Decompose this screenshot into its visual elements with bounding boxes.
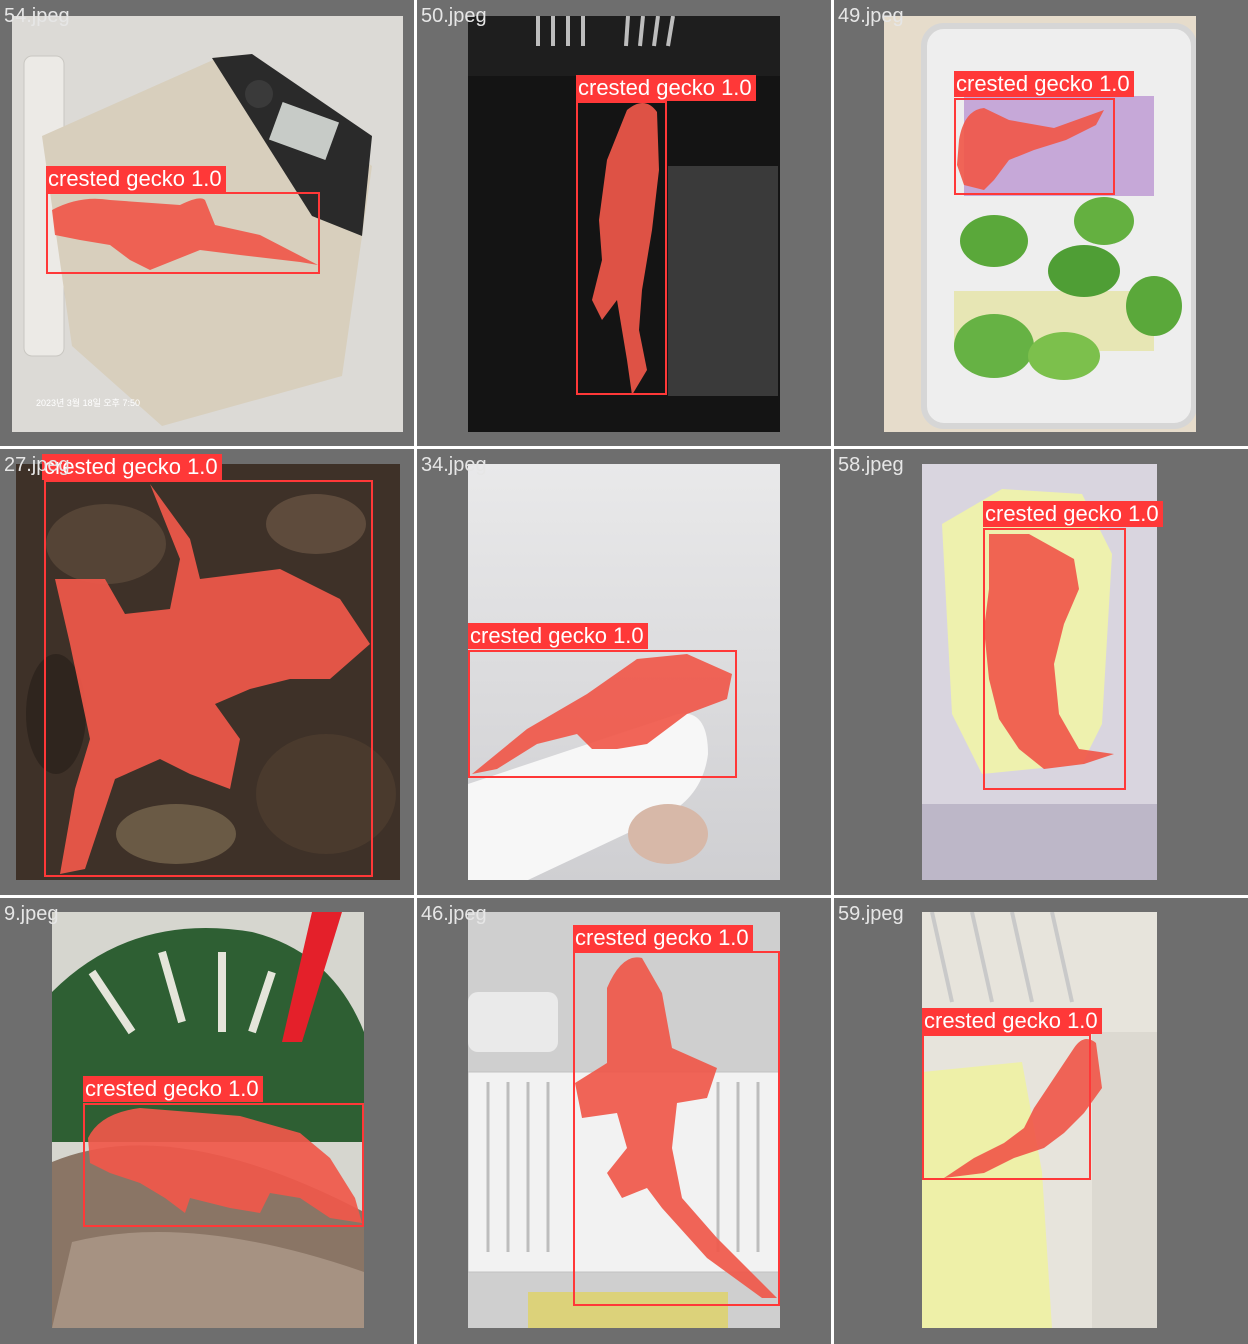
bounding-box	[573, 951, 780, 1306]
file-name: 58.jpeg	[838, 454, 904, 476]
gecko-mask	[592, 102, 659, 395]
tile-50: crested gecko 1.0 50.jpeg	[417, 0, 831, 446]
file-name: 34.jpeg	[421, 454, 487, 476]
gecko-mask	[472, 654, 732, 774]
bounding-box	[44, 480, 373, 877]
tile-27: crested gecko 1.0 27.jpeg	[0, 449, 414, 895]
file-name: 59.jpeg	[838, 903, 904, 925]
gecko-mask	[575, 957, 777, 1298]
detection-label: crested gecko 1.0	[922, 1008, 1102, 1034]
gecko-mask	[55, 484, 370, 874]
photo	[468, 464, 780, 880]
file-name: 50.jpeg	[421, 5, 487, 27]
bounding-box	[922, 1034, 1091, 1180]
detection-label: crested gecko 1.0	[468, 623, 648, 649]
file-name: 27.jpeg	[4, 454, 70, 476]
tile-54: 2023년 3월 18일 오후 7:50 crested gecko 1.0 5…	[0, 0, 414, 446]
detection-label: crested gecko 1.0	[983, 501, 1163, 527]
bounding-box	[576, 101, 667, 395]
file-name: 54.jpeg	[4, 5, 70, 27]
tile-34: crested gecko 1.0 34.jpeg	[417, 449, 831, 895]
detection-label: crested gecko 1.0	[573, 925, 753, 951]
bounding-box	[83, 1103, 364, 1227]
gecko-mask	[944, 1039, 1102, 1178]
gecko-mask	[88, 1108, 362, 1223]
detection-label: crested gecko 1.0	[576, 75, 756, 101]
bounding-box	[954, 98, 1115, 195]
photo-timestamp: 2023년 3월 18일 오후 7:50	[36, 398, 140, 408]
bounding-box	[468, 650, 737, 778]
detection-label: crested gecko 1.0	[42, 454, 222, 480]
tile-59: crested gecko 1.0 59.jpeg	[834, 898, 1248, 1344]
gecko-mask	[52, 198, 318, 270]
tile-58: crested gecko 1.0 58.jpeg	[834, 449, 1248, 895]
bounding-box	[46, 192, 320, 274]
tile-9: crested gecko 1.0 9.jpeg	[0, 898, 414, 1344]
detection-label: crested gecko 1.0	[83, 1076, 263, 1102]
gecko-mask	[984, 534, 1114, 769]
bounding-box	[983, 528, 1126, 790]
file-name: 9.jpeg	[4, 903, 59, 925]
detection-label: crested gecko 1.0	[46, 166, 226, 192]
tile-49: crested gecko 1.0 49.jpeg	[834, 0, 1248, 446]
tile-46: crested gecko 1.0 46.jpeg	[417, 898, 831, 1344]
file-name: 49.jpeg	[838, 5, 904, 27]
file-name: 46.jpeg	[421, 903, 487, 925]
detection-label: crested gecko 1.0	[954, 71, 1134, 97]
gecko-mask	[957, 108, 1104, 190]
